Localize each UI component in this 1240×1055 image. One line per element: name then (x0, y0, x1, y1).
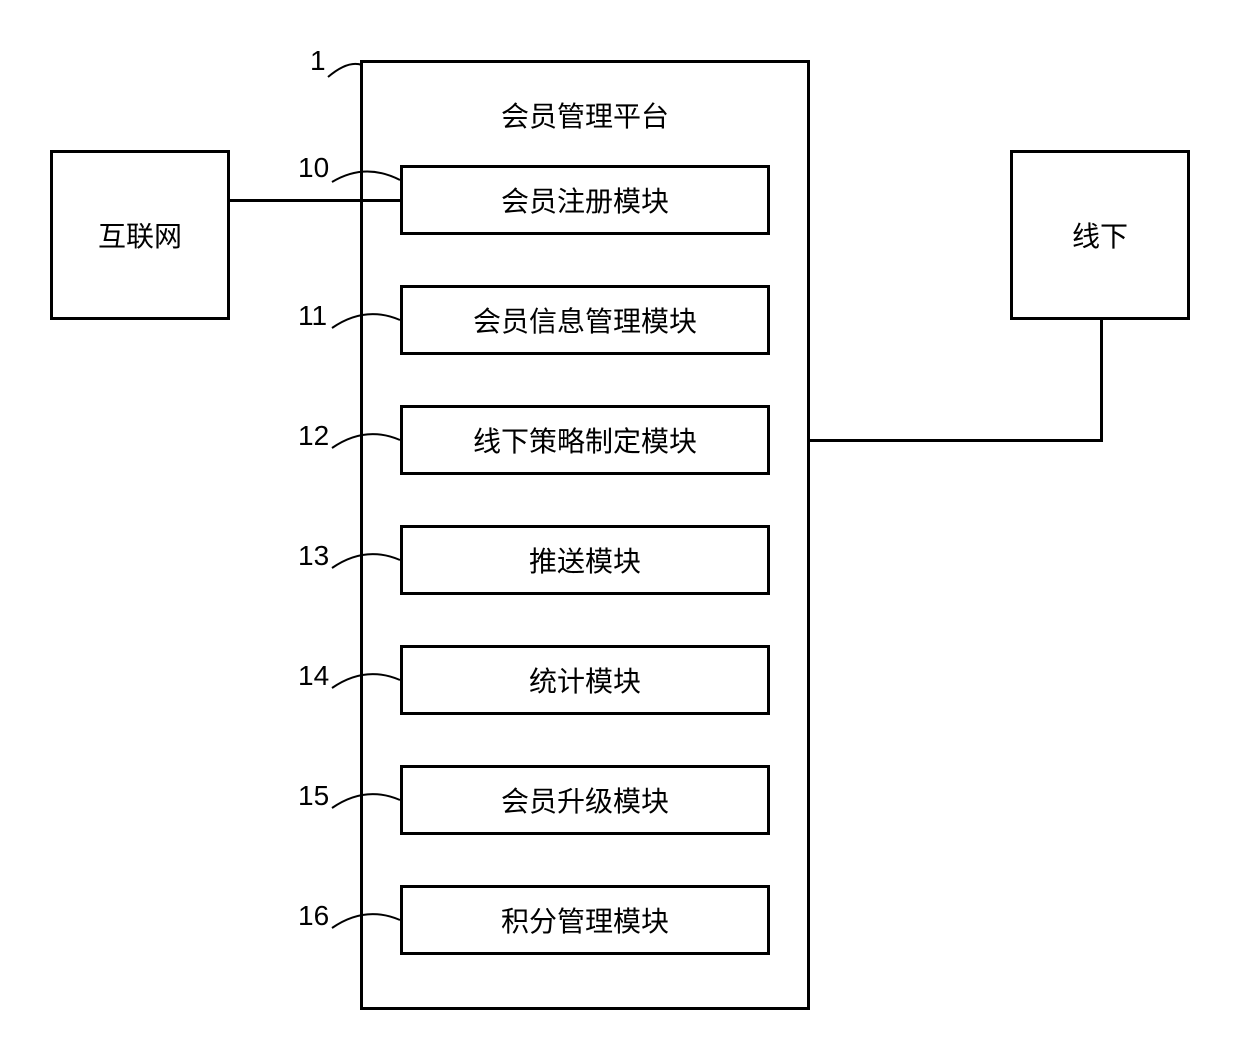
connector-strategy-to-offline-h (810, 439, 1103, 442)
ref-15: 15 (298, 780, 329, 812)
lead-line-13 (330, 540, 405, 590)
ref-13-text: 13 (298, 540, 329, 571)
internet-label: 互联网 (98, 215, 182, 255)
module-offline-strategy-label: 线下策略制定模块 (473, 420, 697, 460)
ref-12: 12 (298, 420, 329, 452)
diagram-root: 互联网 线下 会员管理平台 会员注册模块 会员信息管理模块 线下策略制定模块 推… (0, 0, 1240, 1055)
lead-line-12 (330, 420, 405, 470)
offline-label: 线下 (1072, 215, 1128, 255)
lead-line-11 (330, 300, 405, 350)
module-upgrade: 会员升级模块 (400, 765, 770, 835)
lead-line-16 (330, 900, 405, 950)
ref-10-text: 10 (298, 152, 329, 183)
lead-line-14 (330, 660, 405, 710)
module-info-management-label: 会员信息管理模块 (473, 300, 697, 340)
module-statistics-label: 统计模块 (529, 660, 641, 700)
ref-11-text: 11 (298, 300, 327, 331)
ref-14: 14 (298, 660, 329, 692)
module-push: 推送模块 (400, 525, 770, 595)
ref-11: 11 (298, 300, 327, 332)
ref-16: 16 (298, 900, 329, 932)
module-info-management: 会员信息管理模块 (400, 285, 770, 355)
ref-16-text: 16 (298, 900, 329, 931)
ref-14-text: 14 (298, 660, 329, 691)
platform-title: 会员管理平台 (500, 95, 670, 135)
lead-line-15 (330, 780, 405, 830)
module-points: 积分管理模块 (400, 885, 770, 955)
internet-box: 互联网 (50, 150, 230, 320)
module-points-label: 积分管理模块 (501, 900, 669, 940)
lead-line-10 (330, 160, 405, 210)
offline-box: 线下 (1010, 150, 1190, 320)
module-statistics: 统计模块 (400, 645, 770, 715)
module-offline-strategy: 线下策略制定模块 (400, 405, 770, 475)
platform-title-text: 会员管理平台 (501, 101, 669, 132)
ref-10: 10 (298, 152, 329, 184)
module-registration-label: 会员注册模块 (501, 180, 669, 220)
module-registration: 会员注册模块 (400, 165, 770, 235)
ref-12-text: 12 (298, 420, 329, 451)
lead-line-1 (320, 55, 370, 95)
module-push-label: 推送模块 (529, 540, 641, 580)
ref-13: 13 (298, 540, 329, 572)
module-upgrade-label: 会员升级模块 (501, 780, 669, 820)
ref-15-text: 15 (298, 780, 329, 811)
connector-strategy-to-offline-v (1100, 320, 1103, 442)
